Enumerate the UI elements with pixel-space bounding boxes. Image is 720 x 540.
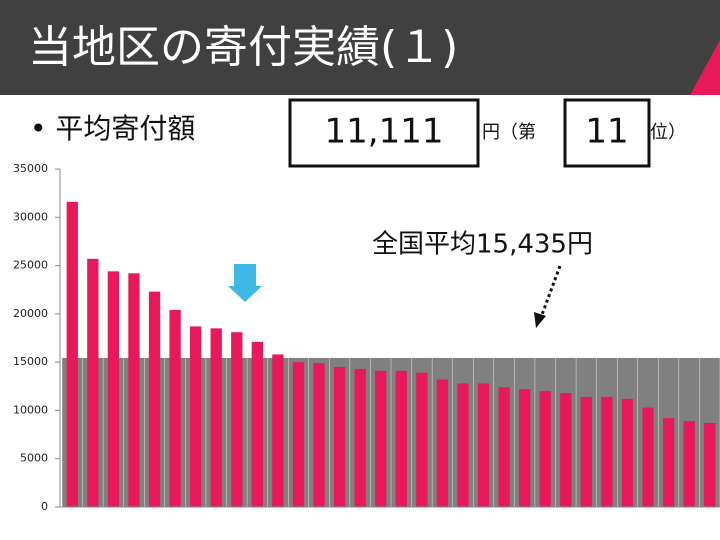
rank-box (563, 98, 651, 168)
header-accent (690, 40, 720, 95)
unit: 円（第 (482, 122, 536, 143)
bar (642, 407, 654, 507)
annotation: 全国平均15,435円 (372, 230, 593, 260)
bar (313, 363, 325, 507)
annotation-arrow (538, 265, 562, 321)
bar (539, 391, 551, 507)
bar (683, 421, 695, 507)
y-tick-label: 10000 (13, 403, 48, 416)
header-band (0, 0, 720, 95)
bar (292, 362, 305, 507)
bar (560, 393, 572, 507)
y-tick-label: 20000 (13, 307, 48, 320)
bar (107, 271, 120, 507)
y-tick-label: 25000 (13, 259, 48, 272)
bar (66, 201, 78, 507)
bar (333, 366, 346, 507)
bar (436, 379, 449, 507)
bar (272, 354, 284, 507)
bar (621, 398, 634, 507)
bar (354, 368, 366, 507)
rank: 11 (585, 112, 628, 152)
bar (190, 326, 202, 507)
bar (87, 258, 99, 507)
bar (231, 332, 243, 507)
bar (148, 291, 161, 507)
rank-unit: 位） (650, 122, 686, 143)
y-tick-label: 5000 (20, 452, 48, 465)
bar (251, 341, 263, 507)
bar (375, 370, 387, 507)
bullet-label: • 平均寄付額 (30, 112, 195, 145)
y-tick-label: 15000 (13, 355, 48, 368)
title: 当地区の寄付実績(１) (28, 22, 458, 73)
bar (519, 389, 531, 507)
bar (498, 387, 510, 507)
amount-box (288, 98, 480, 168)
bar (395, 370, 407, 507)
bar (210, 328, 222, 507)
bar (601, 396, 613, 507)
bar (128, 273, 140, 507)
bar (704, 422, 716, 507)
bar (477, 383, 490, 507)
amount: 11,111 (325, 112, 444, 152)
y-tick-label: 30000 (13, 210, 48, 223)
bar (457, 383, 469, 507)
bar (580, 396, 592, 507)
y-tick-label: 0 (41, 500, 48, 513)
y-tick-label: 35000 (13, 162, 48, 175)
bar (169, 309, 181, 507)
bar (416, 372, 428, 507)
annotation-arrow-head (534, 312, 546, 328)
pointer-arrow (228, 264, 262, 302)
bar (662, 418, 675, 507)
